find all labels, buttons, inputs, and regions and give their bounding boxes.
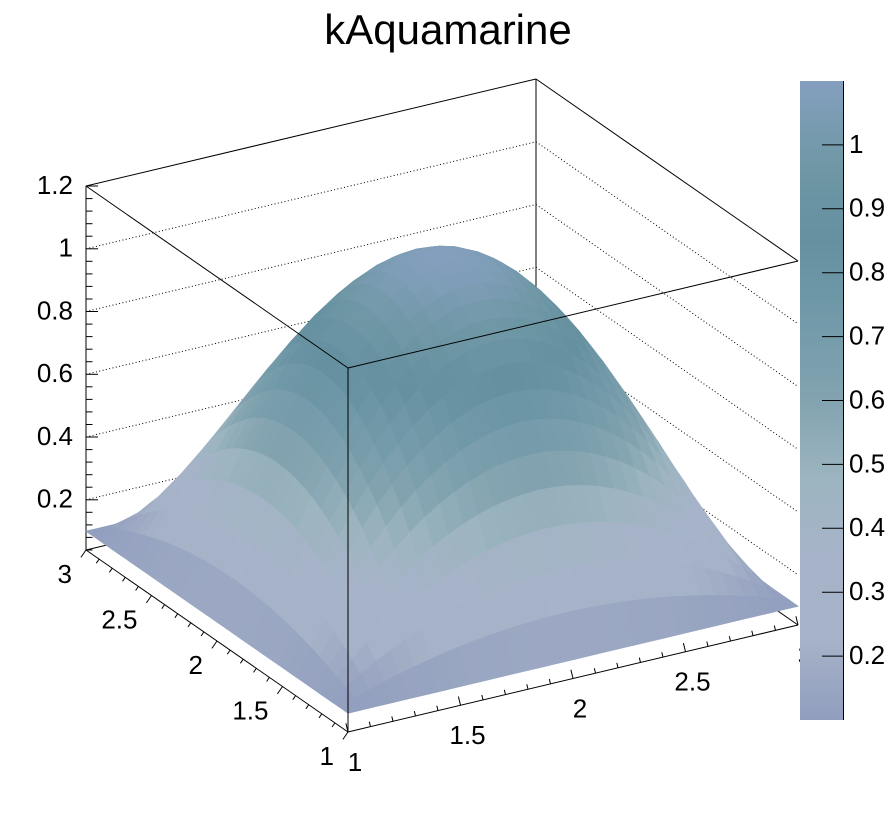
x-axis-major-tick xyxy=(345,723,349,733)
y-axis-tick-label: 3 xyxy=(58,559,72,589)
z-grid-line-left-wall xyxy=(85,204,537,312)
z-axis-tick-label: 1 xyxy=(59,233,73,263)
y-axis-major-tick xyxy=(342,731,349,740)
palette-tick-label: 0.6 xyxy=(849,384,885,414)
x-axis-major-tick xyxy=(457,696,461,706)
y-axis-minor-tick xyxy=(266,677,270,682)
y-axis-minor-tick xyxy=(292,695,297,700)
palette-tick-label: 0.4 xyxy=(849,512,885,542)
surface-facet xyxy=(338,697,364,714)
x-axis-major-tick xyxy=(682,642,686,652)
y-axis-minor-tick xyxy=(95,558,100,564)
x-axis-minor-tick xyxy=(706,641,709,647)
x-axis-minor-tick xyxy=(526,684,529,690)
x-axis-tick-label: 1.5 xyxy=(449,720,485,750)
x-axis-minor-tick xyxy=(368,721,371,727)
y-axis-minor-tick xyxy=(108,567,113,573)
palette-tick-label: 0.2 xyxy=(849,640,885,670)
frame-front-edges xyxy=(85,78,799,732)
z-grid-line-right-wall xyxy=(535,141,799,325)
y-axis-minor-tick xyxy=(174,613,179,619)
y-axis-minor-tick xyxy=(135,586,139,591)
y-axis-minor-tick xyxy=(200,631,205,637)
x-axis-minor-tick xyxy=(638,657,641,663)
surface-mesh xyxy=(85,245,799,714)
y-axis-major-tick xyxy=(80,549,87,558)
palette-color-bar: 0.2 0.3 0.4 0.5 0.6 0.7 0.8 0.9 1 xyxy=(800,81,885,720)
x-axis-major-tick xyxy=(795,616,799,626)
y-axis-minor-tick xyxy=(318,713,323,719)
y-axis-minor-tick xyxy=(253,668,257,673)
y-axis-minor-tick xyxy=(187,622,192,628)
x-axis-minor-tick xyxy=(503,689,506,695)
z-grid-line-right-wall xyxy=(535,266,799,450)
x-axis-major-tick xyxy=(570,669,574,679)
y-axis-minor-tick xyxy=(161,604,166,609)
x-axis-minor-tick xyxy=(751,630,754,636)
z-grid-line-right-wall xyxy=(535,204,799,387)
x-axis-tick-label: 2.5 xyxy=(674,667,710,697)
x-axis-minor-tick xyxy=(436,705,439,711)
y-axis-minor-tick xyxy=(239,658,244,664)
top-front-right-edge xyxy=(347,260,799,369)
z-axis-tick-label: 0.6 xyxy=(37,358,73,388)
x-axis-minor-tick xyxy=(773,625,776,631)
palette-tick-label: 0.8 xyxy=(849,257,885,287)
z-axis: 0.2 0.4 0.6 0.8 1 1.2 xyxy=(37,170,98,551)
palette-tick-label: 0.9 xyxy=(849,193,885,223)
z-grid-line-right-wall xyxy=(535,392,799,576)
x-axis-minor-tick xyxy=(616,662,619,668)
z-axis-tick-label: 0.2 xyxy=(37,484,73,514)
y-axis-major-tick xyxy=(145,595,152,604)
palette-tick-label: 0.5 xyxy=(849,448,885,478)
y-axis-tick-label: 2.5 xyxy=(101,604,137,634)
y-axis-tick-label: 2 xyxy=(189,650,203,680)
top-back-left-edge xyxy=(85,78,537,187)
top-back-right-edge xyxy=(535,78,799,262)
palette-tick-label: 1 xyxy=(849,129,863,159)
y-axis: 3 2.5 2 1.5 1 xyxy=(58,549,349,771)
palette-tick-label: 0.3 xyxy=(849,576,885,606)
x-axis-tick-label: 2 xyxy=(573,693,587,723)
z-grid-line-right-wall xyxy=(535,329,799,513)
y-axis-major-tick xyxy=(211,640,218,649)
x-axis-minor-tick xyxy=(661,652,664,658)
y-axis-tick-label: 1.5 xyxy=(232,695,268,725)
z-axis-tick-label: 0.8 xyxy=(37,295,73,325)
y-axis-minor-tick xyxy=(331,722,336,728)
palette-tick-label: 0.7 xyxy=(849,320,885,350)
z-axis-tick-label: 1.2 xyxy=(37,170,73,200)
y-axis-tick-label: 1 xyxy=(320,741,334,771)
x-axis-minor-tick xyxy=(413,710,416,717)
y-axis-minor-tick xyxy=(226,649,231,655)
z-grid-line-left-wall xyxy=(85,141,537,250)
z-axis-tick-label: 0.4 xyxy=(37,421,73,451)
y-axis-minor-tick xyxy=(305,704,310,710)
x-axis-minor-tick xyxy=(728,636,731,642)
chart-title: kAquamarine xyxy=(324,6,571,53)
x-axis-minor-tick xyxy=(548,678,551,685)
top-front-left-edge xyxy=(85,185,349,369)
x-axis-minor-tick xyxy=(391,716,394,722)
y-axis-minor-tick xyxy=(122,577,126,582)
x-axis-minor-tick xyxy=(593,668,596,674)
y-axis-major-tick xyxy=(276,686,283,695)
x-axis-tick-label: 1 xyxy=(348,747,362,777)
x-axis-minor-tick xyxy=(481,694,484,701)
